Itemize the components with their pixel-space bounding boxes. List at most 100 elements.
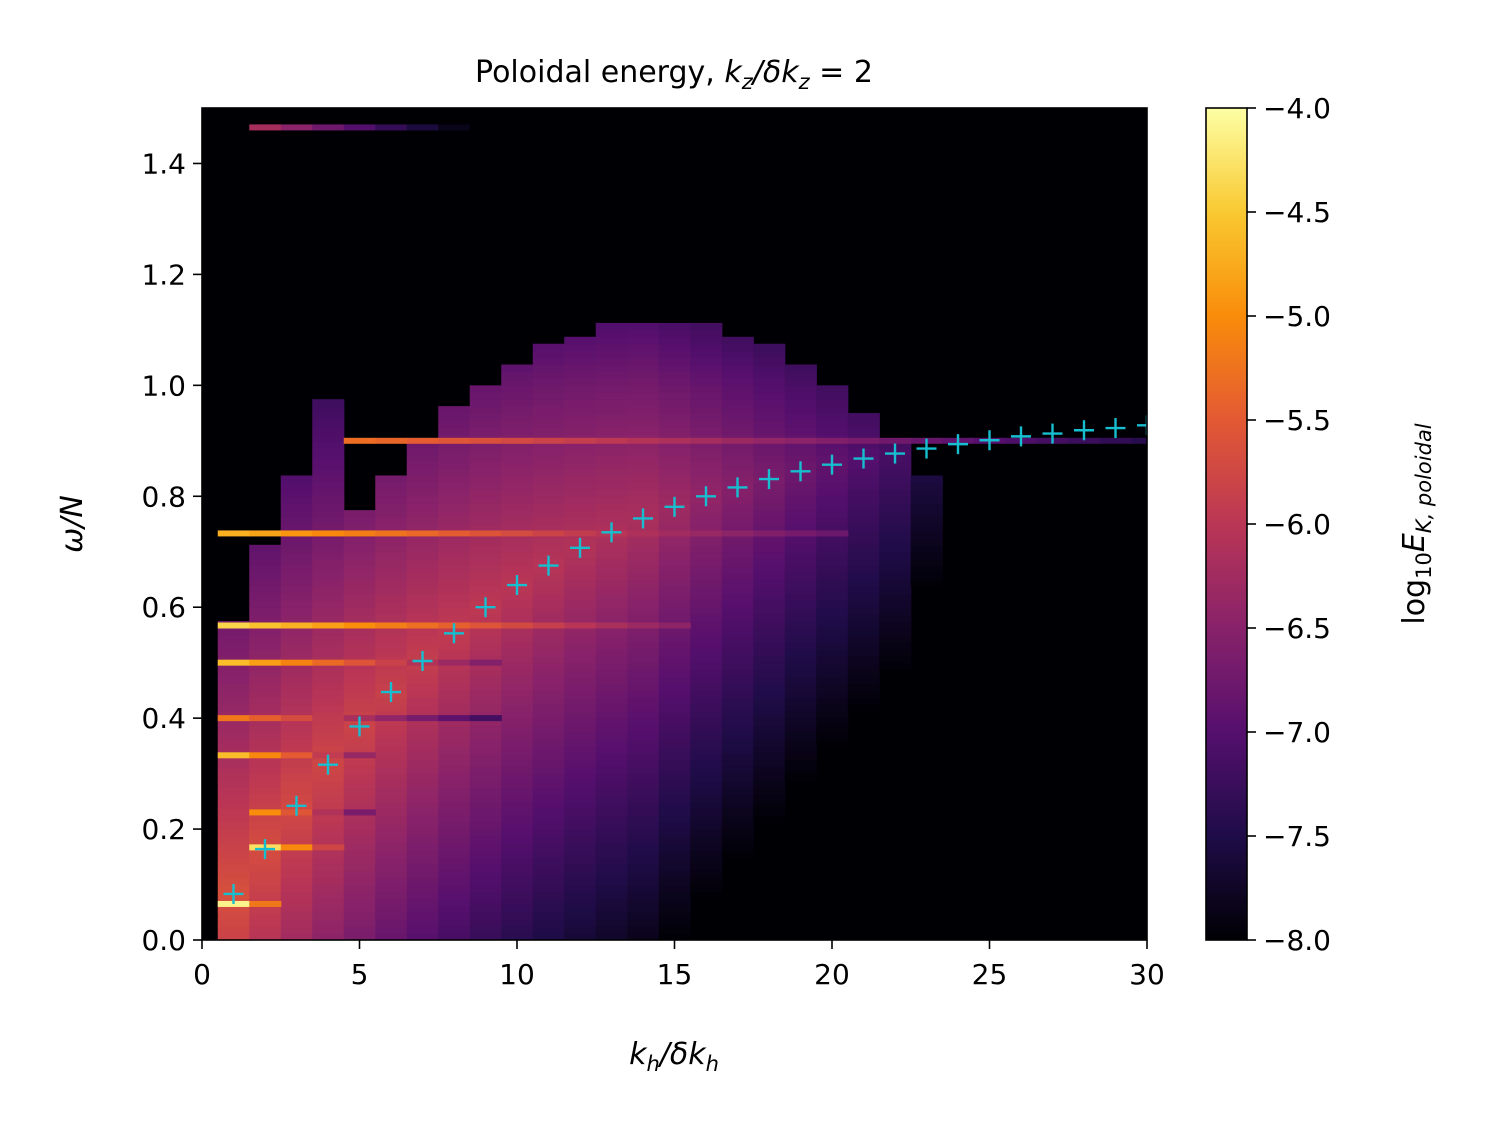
heatmap-cell	[595, 371, 628, 379]
heatmap-cell	[532, 420, 565, 428]
heatmap-cell	[690, 593, 723, 601]
heatmap-cell	[438, 926, 471, 934]
heatmap-cell	[343, 697, 376, 705]
heatmap-cell	[375, 759, 408, 768]
heatmap-cell	[406, 496, 439, 504]
heatmap-cell	[658, 842, 691, 851]
heatmap-cell	[627, 829, 660, 837]
heatmap-cell	[280, 849, 313, 858]
heatmap-cell	[312, 919, 345, 927]
heatmap-cell	[280, 537, 313, 546]
heatmap-cell	[564, 884, 597, 893]
heatmap-cell	[217, 759, 250, 768]
heatmap-band	[280, 844, 313, 851]
heatmap-cell	[532, 579, 565, 587]
heatmap-cell	[753, 704, 786, 712]
heatmap-cell	[564, 849, 597, 858]
heatmap-cell	[375, 496, 408, 504]
heatmap-cell	[406, 517, 439, 525]
heatmap-cell	[753, 787, 786, 795]
heatmap-cell	[879, 537, 912, 546]
heatmap-cell	[658, 856, 691, 865]
heatmap-cell	[280, 697, 313, 705]
heatmap-cell	[280, 711, 313, 719]
heatmap-cell	[406, 537, 439, 546]
heatmap-cell	[658, 371, 691, 379]
heatmap-cell	[564, 433, 597, 442]
heatmap-cell	[595, 773, 628, 782]
heatmap-cell	[753, 426, 786, 435]
heatmap-cell	[469, 849, 502, 858]
heatmap-cell	[438, 808, 471, 816]
heatmap-cell	[249, 759, 282, 768]
heatmap-cell	[753, 579, 786, 587]
heatmap-cell	[879, 524, 912, 532]
heatmap-cell	[375, 482, 408, 490]
heatmap-cell	[847, 614, 880, 622]
heatmap-cell	[753, 572, 786, 581]
heatmap-cell	[627, 496, 660, 504]
heatmap-cell	[595, 662, 628, 671]
heatmap-band	[532, 530, 565, 537]
heatmap-band	[375, 124, 408, 131]
heatmap-cell	[501, 891, 534, 899]
heatmap-cell	[217, 794, 250, 802]
dispersion-point	[727, 477, 748, 498]
heatmap-cell	[532, 780, 565, 789]
heatmap-cell	[753, 551, 786, 560]
heatmap-cell	[564, 350, 597, 359]
heatmap-cell	[438, 440, 471, 449]
heatmap-band	[469, 437, 502, 444]
heatmap-cell	[658, 350, 691, 359]
heatmap-cell	[532, 628, 565, 636]
heatmap-cell	[690, 704, 723, 712]
heatmap-cell	[375, 648, 408, 657]
heatmap-cell	[564, 829, 597, 837]
heatmap-cell	[595, 898, 628, 906]
heatmap-cell	[816, 420, 849, 428]
heatmap-cell	[501, 565, 534, 574]
heatmap-cell	[280, 738, 313, 747]
heatmap-cell	[406, 787, 439, 795]
heatmap-cell	[280, 891, 313, 899]
heatmap-cell	[784, 614, 817, 622]
heatmap-cell	[690, 420, 723, 428]
heatmap-cell	[532, 801, 565, 809]
heatmap-cell	[375, 732, 408, 740]
heatmap-band	[658, 530, 691, 537]
heatmap-band	[249, 124, 282, 131]
heatmap-cell	[343, 517, 376, 525]
heatmap-cell	[249, 628, 282, 636]
heatmap-cell	[595, 725, 628, 733]
heatmap-cell	[753, 378, 786, 386]
heatmap-cell	[532, 725, 565, 733]
heatmap-band	[343, 622, 376, 629]
heatmap-cell	[343, 905, 376, 913]
heatmap-cell	[658, 863, 691, 872]
heatmap-cell	[312, 413, 345, 421]
heatmap-cell	[249, 926, 282, 934]
heatmap-cell	[217, 628, 250, 636]
heatmap-cell	[406, 905, 439, 913]
heatmap-cell	[658, 822, 691, 830]
heatmap-cell	[879, 634, 912, 643]
heatmap-cell	[847, 697, 880, 705]
heatmap-cell	[627, 600, 660, 608]
heatmap-cell	[721, 697, 754, 705]
heatmap-cell	[690, 766, 723, 775]
heatmap-cell	[469, 558, 502, 567]
heatmap-cell	[627, 884, 660, 893]
heatmap-cell	[879, 621, 912, 629]
heatmap-cell	[532, 413, 565, 421]
heatmap-cell	[249, 905, 282, 913]
heatmap-cell	[343, 863, 376, 872]
y-tick-label: 0.4	[141, 702, 186, 735]
heatmap-cell	[438, 676, 471, 685]
heatmap-cell	[690, 621, 723, 629]
heatmap-cell	[312, 877, 345, 886]
heatmap-cell	[249, 579, 282, 587]
heatmap-cell	[312, 926, 345, 934]
heatmap-cell	[658, 718, 691, 726]
heatmap-band	[249, 809, 282, 816]
heatmap-cell	[627, 794, 660, 802]
